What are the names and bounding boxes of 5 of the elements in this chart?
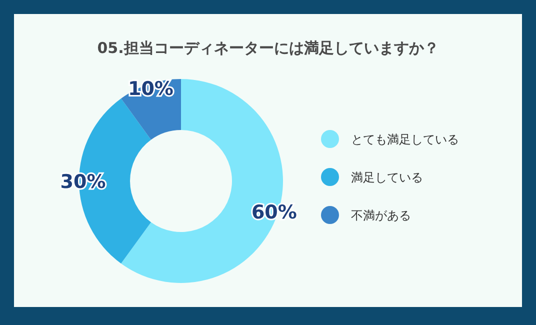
legend-label: 不満がある (351, 208, 411, 222)
legend-label: 満足している (351, 170, 423, 184)
data-label: 10% (128, 78, 174, 100)
chart-title: 05.担当コーディネーターには満足していますか？ (97, 39, 439, 57)
legend-label: とても満足している (351, 132, 459, 146)
